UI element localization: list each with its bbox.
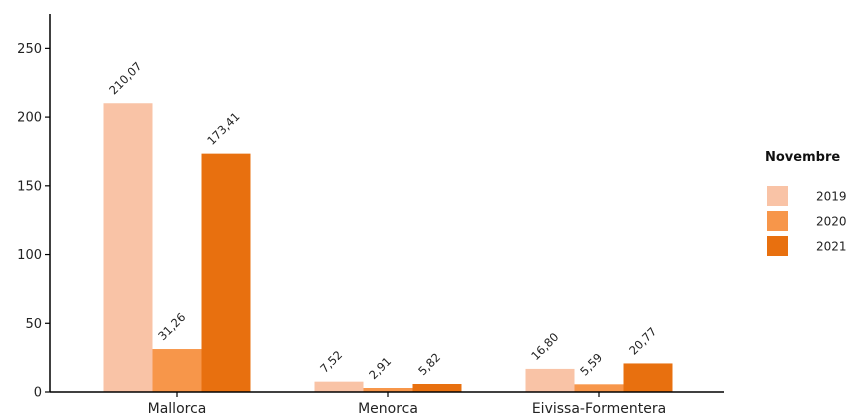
data-label: 5,59 bbox=[577, 350, 605, 378]
legend-items: 2019 2020 2021 bbox=[767, 186, 847, 256]
category-label: Menorca bbox=[358, 401, 418, 417]
data-label: 16,80 bbox=[528, 330, 561, 363]
bar-2020-menorca bbox=[363, 388, 413, 392]
data-label: 31,26 bbox=[155, 310, 188, 343]
bar-2021-menorca bbox=[412, 384, 462, 392]
data-label: 7,52 bbox=[317, 348, 345, 376]
legend-label-2020: 2020 bbox=[816, 215, 847, 229]
bar-2019-menorca bbox=[314, 381, 364, 392]
legend-swatch-2019 bbox=[767, 186, 788, 206]
bar-2020-eivissa-formentera bbox=[574, 384, 624, 392]
y-tick-label: 100 bbox=[17, 248, 42, 263]
y-tick-label: 200 bbox=[17, 111, 42, 126]
legend: Novembre 2019 2020 2021 bbox=[765, 150, 847, 256]
data-label: 173,41 bbox=[204, 109, 242, 147]
data-label: 20,77 bbox=[626, 324, 659, 357]
y-tick-label: 50 bbox=[25, 317, 42, 332]
legend-swatch-2021 bbox=[767, 236, 788, 256]
bar-2019-mallorca bbox=[103, 103, 153, 392]
category-label: Eivissa-Formentera bbox=[532, 401, 666, 417]
bars-group bbox=[103, 103, 673, 392]
category-label: Mallorca bbox=[148, 401, 207, 417]
y-tick-label: 0 bbox=[34, 386, 42, 401]
bar-2020-mallorca bbox=[152, 349, 202, 392]
data-labels-group: 210,07 7,52 16,80 31,26 2,91 5,59 173,41 5,82 20… bbox=[106, 59, 659, 382]
legend-label-2021: 2021 bbox=[816, 240, 847, 254]
bar-2019-eivissa-formentera bbox=[525, 368, 575, 392]
legend-label-2019: 2019 bbox=[816, 190, 847, 204]
data-label: 5,82 bbox=[415, 350, 443, 378]
bar-2021-mallorca bbox=[201, 153, 251, 392]
x-axis-ticks: Mallorca Menorca Eivissa-Formentera bbox=[148, 392, 666, 417]
data-label: 2,91 bbox=[366, 354, 394, 382]
y-tick-label: 250 bbox=[17, 42, 42, 57]
data-label: 210,07 bbox=[106, 59, 144, 97]
y-tick-label: 150 bbox=[17, 179, 42, 194]
y-axis-ticks: 0 50 100 150 200 250 bbox=[17, 42, 50, 401]
legend-title: Novembre bbox=[765, 150, 840, 165]
legend-swatch-2020 bbox=[767, 211, 788, 231]
bar-2021-eivissa-formentera bbox=[623, 363, 673, 392]
